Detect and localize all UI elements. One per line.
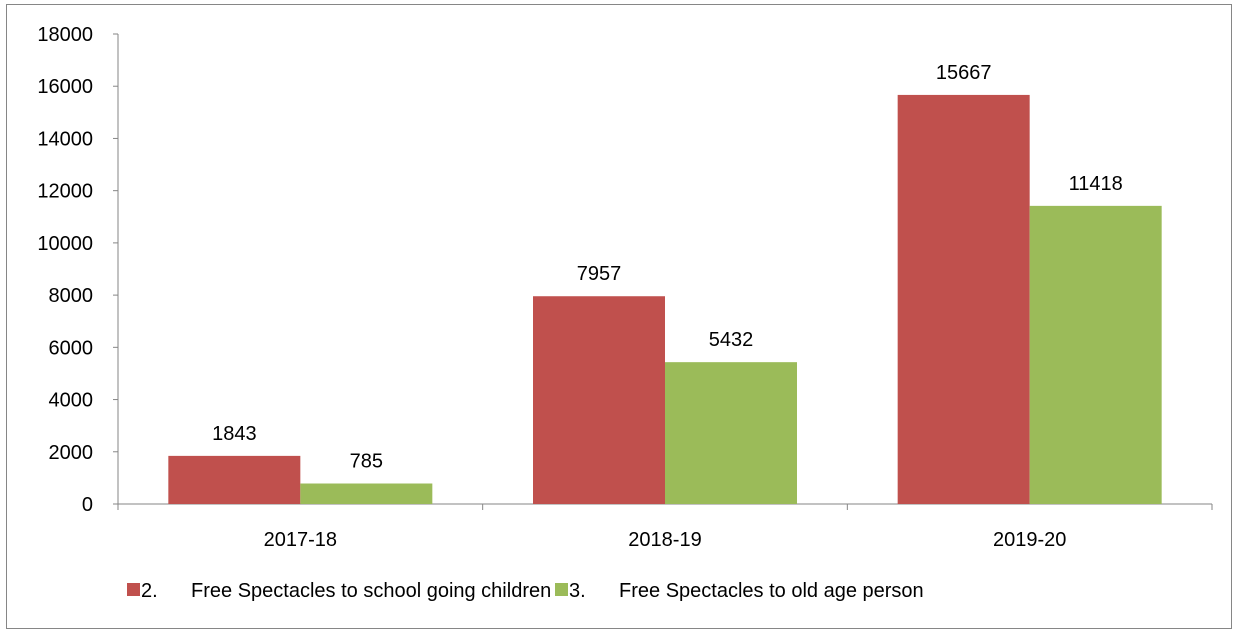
legend-label: 2. Free Spectacles to school going child… — [141, 580, 551, 602]
bar-school-children-2019-20 — [897, 94, 1030, 504]
data-label: 11418 — [1069, 173, 1123, 195]
legend-swatch — [555, 583, 568, 596]
data-labels: 1843 785 7957 5432 15667 11418 — [212, 62, 1123, 473]
x-tick-label: 2018-19 — [628, 529, 701, 551]
bar-old-age-2018-19 — [665, 362, 797, 504]
axes: 0 2000 4000 6000 8000 10000 12000 14000 16000 180… — [37, 24, 1213, 551]
y-tick-label: 0 — [82, 494, 93, 516]
y-tick-label: 12000 — [37, 181, 93, 203]
legend-label: 3. Free Spectacles to old age person — [569, 580, 924, 602]
x-tick-label: 2017-18 — [264, 529, 337, 551]
bars — [168, 94, 1162, 504]
bar-old-age-2019-20 — [1029, 205, 1162, 504]
bar-school-children-2018-19 — [533, 296, 665, 504]
legend: 2. Free Spectacles to school going child… — [127, 580, 924, 602]
y-tick-label: 16000 — [37, 76, 93, 98]
data-label: 785 — [350, 451, 383, 473]
bar-old-age-2017-18 — [300, 483, 433, 504]
y-tick-label: 2000 — [49, 442, 94, 464]
x-tick-label: 2019-20 — [993, 529, 1066, 551]
y-tick-label: 8000 — [49, 285, 94, 307]
y-tick-label: 18000 — [37, 24, 93, 46]
data-label: 15667 — [936, 62, 992, 84]
y-tick-label: 6000 — [49, 337, 94, 359]
legend-swatch — [127, 583, 140, 596]
y-tick-label: 14000 — [37, 128, 93, 150]
bar-school-children-2017-18 — [168, 455, 301, 504]
y-tick-label: 10000 — [37, 233, 93, 255]
data-label: 1843 — [212, 423, 257, 445]
data-label: 5432 — [709, 329, 754, 351]
data-label: 7957 — [577, 263, 622, 285]
y-tick-label: 4000 — [49, 390, 94, 412]
